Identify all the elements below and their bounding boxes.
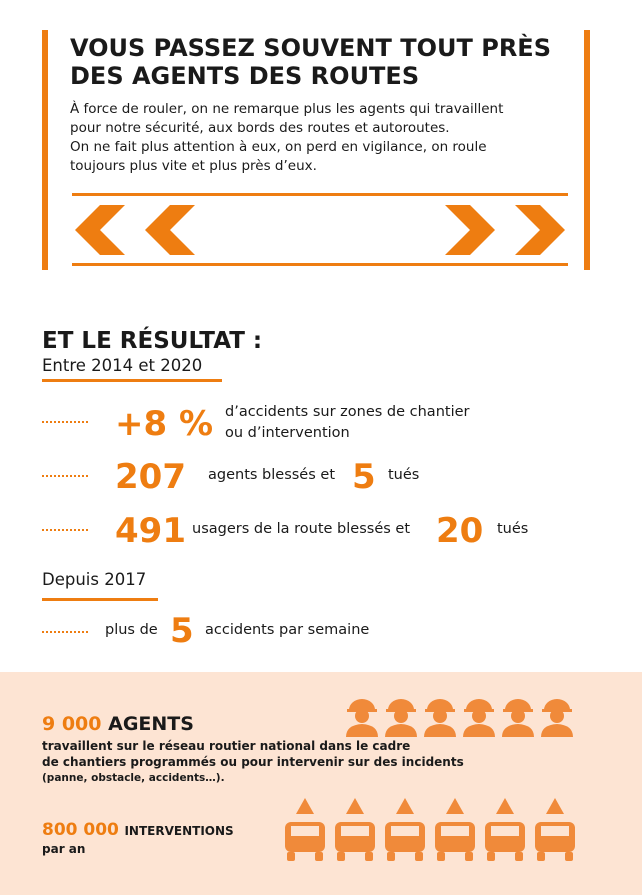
intro-line: À force de rouler, on ne remarque plus l… bbox=[70, 101, 504, 117]
icon-part bbox=[349, 699, 375, 710]
chevrons bbox=[75, 205, 565, 255]
stat-line: ou d’intervention bbox=[225, 425, 350, 441]
icon-part bbox=[502, 724, 534, 737]
figure: +8 % bbox=[115, 404, 214, 444]
agents-heading: 9 000 AGENTS bbox=[42, 713, 194, 735]
icon-part bbox=[341, 826, 369, 836]
icon-part bbox=[565, 852, 573, 861]
icon-part bbox=[296, 798, 314, 814]
interventions-heading: 800 000 INTERVENTIONS bbox=[42, 820, 234, 840]
icon-part bbox=[441, 826, 469, 836]
agents-label: AGENTS bbox=[108, 713, 194, 735]
icon-part bbox=[346, 798, 364, 814]
frame-bar bbox=[42, 30, 48, 270]
icon-part bbox=[466, 699, 492, 710]
icon-part bbox=[391, 826, 419, 836]
dots bbox=[42, 421, 88, 423]
icon-part bbox=[287, 852, 295, 861]
figure: 491 bbox=[115, 511, 186, 551]
icon-part bbox=[355, 709, 369, 723]
stat-text: tués bbox=[497, 521, 529, 537]
stat-text: tués bbox=[388, 467, 420, 483]
frame-bar bbox=[584, 30, 590, 270]
icon-part bbox=[415, 852, 423, 861]
intro-line: On ne fait plus attention à eux, on perd… bbox=[70, 139, 487, 155]
icon-part bbox=[465, 852, 473, 861]
dots bbox=[42, 631, 88, 633]
dots bbox=[42, 529, 88, 531]
figure: 207 bbox=[115, 457, 186, 497]
truck-icons bbox=[285, 798, 575, 861]
result-title: ET LE RÉSULTAT : bbox=[42, 328, 263, 354]
intro: À force de rouler, on ne remarque plus l… bbox=[70, 100, 503, 176]
agents-figure: 9 000 bbox=[42, 713, 102, 735]
intro-line: toujours plus vite et plus près d’eux. bbox=[70, 158, 317, 174]
period: Entre 2014 et 2020 bbox=[42, 356, 203, 375]
dots bbox=[42, 475, 88, 477]
stat-text: plus de bbox=[105, 622, 158, 638]
icon-part bbox=[424, 724, 456, 737]
figure: 5 bbox=[170, 611, 194, 651]
icon-part bbox=[511, 709, 525, 723]
icon-part bbox=[491, 826, 519, 836]
agents-line: (panne, obstacle, accidents…). bbox=[42, 772, 225, 784]
agents-line: de chantiers programmés ou pour interven… bbox=[42, 755, 464, 769]
figure: 20 bbox=[436, 511, 484, 551]
icon-part bbox=[463, 724, 495, 737]
agents-line: travaillent sur le réseau routier nation… bbox=[42, 739, 411, 753]
icon-part bbox=[446, 798, 464, 814]
icon-part bbox=[437, 852, 445, 861]
icon-part bbox=[427, 699, 453, 710]
interventions-text: par an bbox=[42, 842, 86, 856]
icon-part bbox=[291, 826, 319, 836]
stat-line: d’accidents sur zones de chantier bbox=[225, 404, 470, 420]
icon-part bbox=[496, 798, 514, 814]
icon-part bbox=[365, 852, 373, 861]
road-line bbox=[72, 193, 568, 196]
icon-part bbox=[515, 852, 523, 861]
icon-part bbox=[546, 798, 564, 814]
icon-part bbox=[394, 709, 408, 723]
icon-part bbox=[387, 852, 395, 861]
icon-part bbox=[541, 724, 573, 737]
stat-text: usagers de la route blessés et bbox=[192, 521, 411, 537]
intro-line: pour notre sécurité, aux bords des route… bbox=[70, 120, 450, 136]
figure: 5 bbox=[352, 457, 376, 497]
interventions-figure: 800 000 bbox=[42, 820, 119, 840]
underline bbox=[42, 598, 158, 601]
title: VOUS PASSEZ SOUVENT TOUT PRÈS DES AGENTS… bbox=[70, 34, 551, 90]
icon-part bbox=[346, 724, 378, 737]
stat-text: d’accidents sur zones de chantier ou d’i… bbox=[225, 402, 469, 444]
icon-part bbox=[388, 699, 414, 710]
icon-part bbox=[541, 826, 569, 836]
road-line bbox=[72, 263, 568, 266]
icon-part bbox=[472, 709, 486, 723]
icon-part bbox=[544, 699, 570, 710]
stat-text: accidents par semaine bbox=[205, 622, 370, 638]
icon-part bbox=[537, 852, 545, 861]
icon-part bbox=[337, 852, 345, 861]
title-line: VOUS PASSEZ SOUVENT TOUT PRÈS bbox=[70, 34, 551, 62]
icon-part bbox=[385, 724, 417, 737]
icon-part bbox=[433, 709, 447, 723]
interventions-label: INTERVENTIONS bbox=[124, 824, 234, 838]
icon-part bbox=[487, 852, 495, 861]
period: Depuis 2017 bbox=[42, 570, 147, 589]
icon-part bbox=[505, 699, 531, 710]
icon-part bbox=[550, 709, 564, 723]
worker-icons bbox=[346, 699, 573, 737]
title-line: DES AGENTS DES ROUTES bbox=[70, 62, 420, 90]
stat-text: agents blessés et bbox=[208, 467, 336, 483]
icon-part bbox=[396, 798, 414, 814]
agents-text: travaillent sur le réseau routier nation… bbox=[42, 738, 464, 786]
icon-part bbox=[315, 852, 323, 861]
underline bbox=[42, 379, 222, 382]
